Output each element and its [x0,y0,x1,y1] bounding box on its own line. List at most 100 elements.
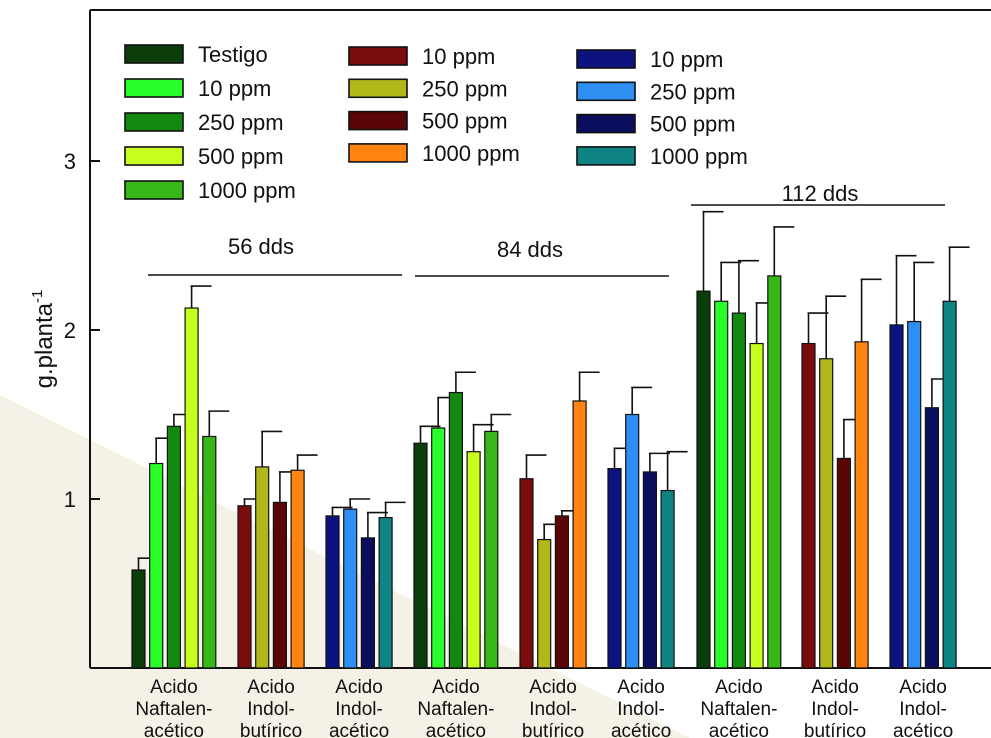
bar [431,427,446,669]
bar [448,391,463,669]
legend-swatch [576,81,636,102]
bar [572,400,587,669]
x-tick-label: Indol- [529,699,577,720]
bar [767,275,782,669]
bar [907,320,922,669]
y-tick-label: 3 [64,149,76,174]
x-tick-label: Acido [715,677,763,698]
bar [801,342,816,669]
legend-label: 250 ppm [422,76,508,101]
legend-swatch [124,44,184,64]
legend-swatch [348,46,408,66]
x-tick-label: Acido [432,677,480,698]
x-tick-label: Indol- [247,699,295,720]
bar [131,569,146,669]
legend-label: 250 ppm [650,79,736,104]
period-label: 84 dds [497,237,563,262]
legend-label: 250 ppm [198,110,284,135]
x-tick-label: butírico [240,721,302,738]
bar [696,290,711,669]
bar [889,324,904,669]
bar [854,341,869,669]
x-tick-label: Acido [335,677,383,698]
bar [714,300,729,669]
bar [607,467,622,669]
bar [642,471,658,669]
legend-swatch [124,78,184,98]
legend-swatch [348,143,408,163]
legend-label: Testigo [198,42,268,67]
legend-label: 500 ppm [422,109,508,134]
bar [325,515,340,669]
bar [378,516,393,669]
y-axis-label: g.planta-1 [29,290,58,389]
plot-area: 123g.planta-1AcidoNaftalen-acéticoAcidoI… [29,9,991,738]
x-tick-label: acético [611,721,671,738]
bar [360,537,375,669]
x-tick-label: Acido [150,677,198,698]
x-tick-label: Indol- [617,699,665,720]
legend-swatch [576,146,636,166]
legend-label: 10 ppm [650,47,723,72]
legend-swatch [576,113,636,134]
bar [749,342,764,669]
y-tick-label: 2 [64,318,76,343]
bar [819,358,834,669]
bar [625,413,640,669]
bar [836,457,852,669]
bar [272,501,287,669]
bar [484,430,499,669]
legend-swatch [348,110,408,131]
x-tick-label: Acido [899,677,947,698]
bar [731,312,747,669]
legend-swatch [124,112,184,132]
x-tick-label: butírico [522,721,584,738]
x-tick-label: butírico [804,721,866,738]
x-tick-label: acético [329,721,389,738]
legend-label: 500 ppm [198,144,284,169]
x-tick-label: Acido [617,677,665,698]
period-label: 56 dds [228,234,294,259]
bar [290,469,305,669]
bar [343,508,358,669]
bar [166,425,181,669]
legend-label: 10 ppm [422,44,495,69]
legend-swatch [576,49,636,69]
legend-swatch [124,180,184,200]
x-tick-label: Acido [811,677,859,698]
legend-label: 1000 ppm [198,178,296,203]
bar [519,478,534,669]
legend-label: 500 ppm [650,112,736,137]
x-tick-label: Naftalen- [417,699,494,720]
bar [942,300,957,669]
bar [537,538,552,669]
y-axis-label-text: g.planta [31,302,58,388]
x-tick-label: acético [709,721,769,738]
y-tick-label: 1 [64,487,76,512]
bar [202,435,217,669]
x-tick-label: Naftalen- [700,699,777,720]
bar [554,515,570,669]
bar [660,489,675,669]
period-label: 112 dds [782,181,859,206]
y-axis-label-superscript: -1 [29,290,46,303]
bar [924,407,940,669]
legend-label: 10 ppm [198,76,271,101]
legend-label: 1000 ppm [422,141,520,166]
x-tick-label: Acido [529,677,577,698]
legend-label: 1000 ppm [650,144,748,169]
legend-swatch [348,78,408,99]
x-tick-label: Acido [247,677,295,698]
bar [149,462,164,669]
x-tick-label: Indol- [335,699,383,720]
bar [413,442,428,669]
bar [184,307,199,669]
x-tick-label: acético [426,721,486,738]
x-tick-label: Indol- [811,699,859,720]
legend-swatch [124,146,184,166]
x-tick-label: Indol- [899,699,947,720]
bar [255,466,270,669]
bar [466,451,481,669]
x-tick-label: Naftalen- [135,699,212,720]
